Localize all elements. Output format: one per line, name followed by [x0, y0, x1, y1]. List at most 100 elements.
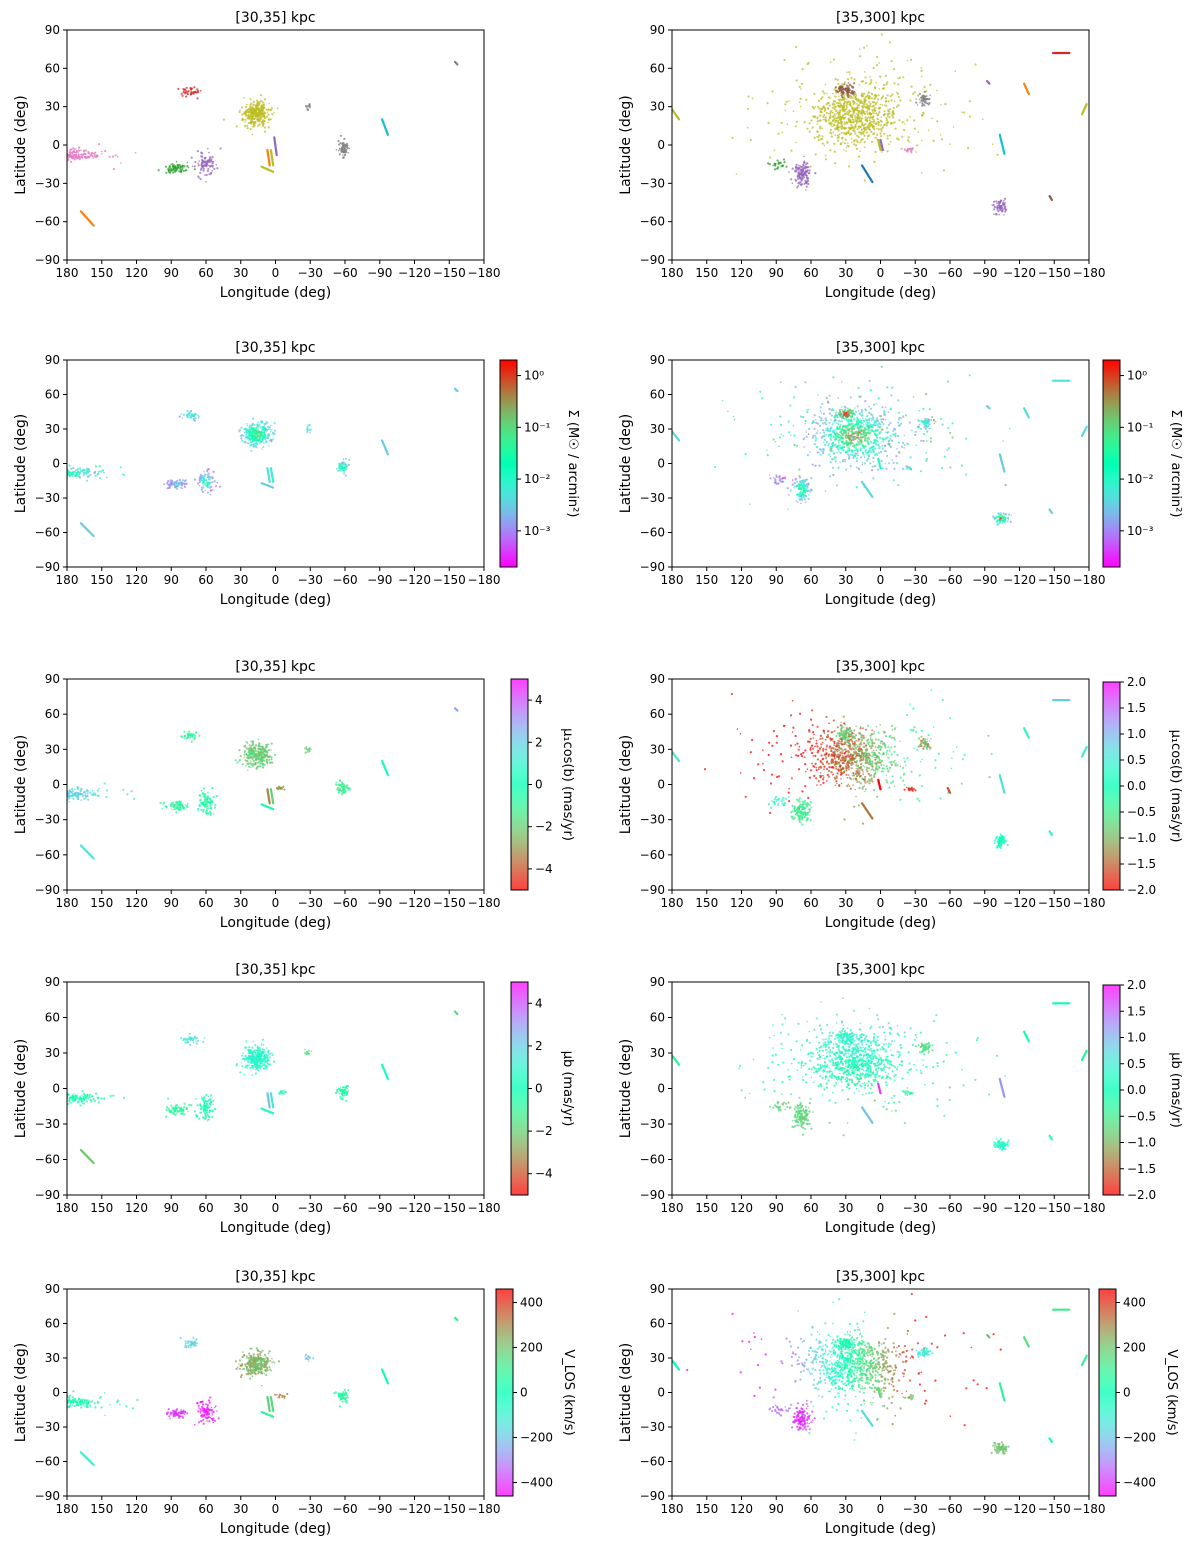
scatter-layer	[672, 365, 1088, 526]
x-tick-label: −150	[1038, 266, 1071, 280]
y-tick-label: −60	[640, 526, 665, 540]
y-axis-label: Latitude (deg)	[618, 414, 634, 513]
y-tick-label: −60	[640, 215, 665, 229]
object-4	[193, 1093, 217, 1122]
chart-title: [35,300] kpc	[836, 962, 925, 978]
panel-p21: 180 150 120 90 60 30 0 −30 −60 −90 −120 −150 −180 −90…	[13, 340, 580, 608]
x-tick-label: 60	[198, 573, 213, 587]
colorbar-tick-label: −2	[535, 1124, 553, 1138]
orange-arc	[1022, 82, 1030, 96]
y-tick-label: 90	[650, 975, 665, 989]
object-8	[1022, 407, 1030, 419]
gray-arc	[453, 60, 459, 66]
x-tick-label: −150	[433, 1201, 466, 1215]
y-tick-label: 0	[657, 138, 665, 152]
colorbar-label: μb (mas/yr)	[560, 1051, 575, 1127]
cyan-arc	[998, 133, 1006, 155]
object-10	[260, 803, 275, 811]
object-4	[193, 1396, 220, 1426]
object-7	[79, 522, 95, 538]
y-tick-label: −90	[640, 253, 665, 267]
colorbar-tick-label: 10⁻²	[524, 472, 551, 486]
y-tick-label: 90	[45, 975, 60, 989]
object-12	[269, 1092, 275, 1109]
x-tick-label: −120	[1003, 573, 1036, 587]
object-13	[1048, 1437, 1054, 1444]
object-13	[453, 1010, 459, 1016]
object-10	[260, 1107, 275, 1115]
x-axis-label: Longitude (deg)	[825, 592, 936, 608]
colorbar: 10⁻³ 10⁻² 10⁻¹ 10⁰ Σ (M☉ / arcmin²)	[1102, 359, 1183, 568]
object-3	[993, 833, 1009, 850]
x-tick-label: −30	[903, 1201, 928, 1215]
x-tick-label: −60	[937, 1201, 962, 1215]
colorbar-tick-label: 10⁻²	[1127, 472, 1154, 486]
purple-arc	[273, 136, 278, 157]
x-tick-label: −180	[468, 896, 501, 910]
y-axis-label: Latitude (deg)	[13, 414, 29, 513]
object-9	[998, 773, 1006, 794]
object-5	[768, 1404, 792, 1417]
y-tick-label: 60	[650, 1011, 665, 1025]
x-tick-label: 30	[233, 573, 248, 587]
object-1	[830, 1029, 858, 1045]
scatter-layer	[67, 387, 459, 538]
x-tick-label: −30	[298, 573, 323, 587]
x-tick-label: −150	[433, 266, 466, 280]
x-tick-label: 30	[838, 573, 853, 587]
y-tick-label: 60	[650, 1317, 665, 1331]
colorbar-tick-label: −1.5	[1127, 857, 1156, 871]
x-tick-label: −150	[433, 573, 466, 587]
colorbar: −400 −200 0 200 400 V_LOS (km/s)	[1098, 1288, 1179, 1497]
x-tick-label: 90	[769, 1201, 784, 1215]
x-tick-label: 180	[661, 1201, 684, 1215]
plot-frame	[671, 359, 1090, 568]
x-tick-label: −90	[367, 1502, 392, 1516]
colorbar-tick-label: 10⁻³	[1127, 524, 1154, 538]
colorbar: −4 −2 0 2 4 μ₁cos(b) (mas/yr)	[510, 678, 575, 891]
chart-title: [35,300] kpc	[836, 1269, 925, 1285]
x-tick-label: −90	[972, 573, 997, 587]
purple-pair	[879, 138, 884, 152]
object-12	[1080, 745, 1088, 758]
colorbar-tick-label: −4	[535, 1167, 553, 1181]
object-8	[79, 1148, 95, 1165]
chart-title: [30,35] kpc	[235, 340, 315, 356]
y-tick-label: −60	[35, 1455, 60, 1469]
object-14	[1048, 508, 1054, 515]
object-14	[985, 1333, 991, 1339]
panel-p11: 180 150 120 90 60 30 0 −30 −60 −90 −120 −150 −180 −90…	[13, 10, 500, 301]
colorbar-tick-label: −400	[520, 1476, 553, 1490]
x-tick-label: −90	[367, 266, 392, 280]
object-6	[304, 746, 312, 754]
colorbar-label: Σ (M☉ / arcmin²)	[565, 410, 580, 518]
x-tick-label: 180	[56, 1502, 79, 1516]
y-tick-label: 0	[657, 1082, 665, 1096]
colorbar: −2.0 −1.5 −1.0 −0.5 0.0 0.5 1.0 1.5 2.0 μ₁cos(b) …	[1102, 675, 1183, 897]
chart-title: [35,300] kpc	[836, 10, 925, 26]
x-axis-label: Longitude (deg)	[220, 915, 331, 931]
colorbar-tick-label: 10⁰	[1127, 369, 1147, 383]
x-tick-label: −60	[937, 1502, 962, 1516]
x-tick-label: −150	[1038, 896, 1071, 910]
y-tick-label: 0	[52, 457, 60, 471]
x-tick-label: 150	[90, 896, 113, 910]
scatter-layer	[672, 1292, 1088, 1455]
object-4	[197, 786, 219, 817]
object-1	[832, 723, 862, 742]
y-axis-label: Latitude (deg)	[618, 1039, 634, 1138]
colorbar: −400 −200 0 200 400 V_LOS (km/s)	[495, 1288, 576, 1497]
colorbar: −4 −2 0 2 4 μb (mas/yr)	[510, 981, 575, 1196]
colorbar-tick-label: 1.5	[1127, 701, 1146, 715]
y-tick-label: −30	[35, 813, 60, 827]
object-14	[877, 1082, 882, 1095]
x-tick-label: −150	[1038, 1502, 1071, 1516]
object-15	[877, 1386, 882, 1399]
x-tick-label: 30	[233, 1502, 248, 1516]
colorbar-tick-label: 0.5	[1127, 753, 1146, 767]
y-tick-label: −60	[35, 526, 60, 540]
x-tick-label: 30	[233, 896, 248, 910]
colorbar-gradient	[510, 981, 529, 1196]
object-2	[786, 474, 813, 505]
